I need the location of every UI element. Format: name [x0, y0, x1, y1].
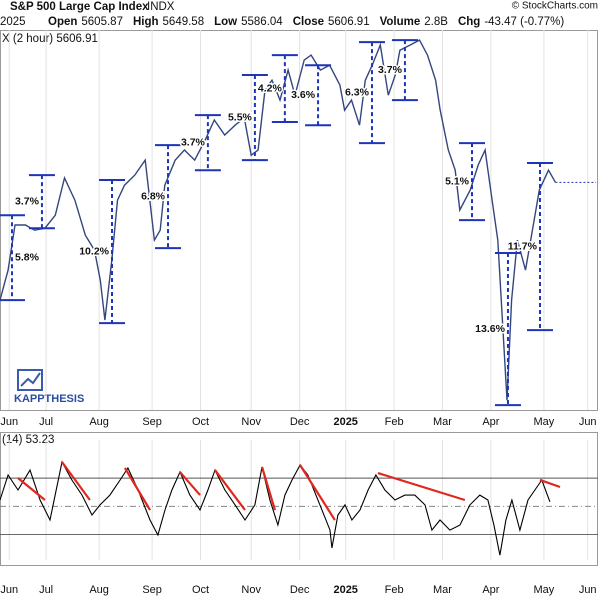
trendline: [539, 478, 561, 489]
stat-value: -43.47 (-0.77%): [484, 16, 564, 28]
rsi-title: (14) 53.23: [2, 434, 54, 446]
x-tick-label: Mar: [433, 584, 452, 596]
x-tick-label: Feb: [385, 584, 404, 596]
x-tick-label: Jul: [39, 416, 53, 428]
series-line: [0, 39, 557, 401]
stat-value: 5586.04: [241, 16, 283, 28]
date: 2025: [0, 16, 26, 28]
stat-value: 5649.58: [163, 16, 205, 28]
x-tick-label: Apr: [482, 416, 499, 428]
stat-value: 5606.91: [328, 16, 370, 28]
price-frame: [0, 30, 598, 411]
range-label: 3.7%: [15, 195, 40, 207]
x-tick-label: Apr: [482, 584, 499, 596]
range-label: 10.2%: [79, 245, 109, 257]
trendline: [61, 461, 91, 501]
series-line: [0, 460, 551, 556]
x-tick-label: Jun: [0, 416, 18, 428]
legend: X (2 hour) 5606.91: [2, 33, 98, 45]
x-tick-label: May: [534, 416, 555, 428]
range-label: 5.8%: [15, 251, 40, 263]
watermark: KAPPTHESIS: [14, 393, 84, 405]
stat-label: Volume: [380, 16, 421, 28]
trendline: [260, 466, 277, 511]
range-label: 11.7%: [508, 240, 538, 252]
x-tick-label: May: [534, 584, 555, 596]
x-tick-label: Jul: [39, 584, 53, 596]
x-tick-label: Oct: [192, 584, 209, 596]
x-tick-label: Sep: [142, 416, 162, 428]
symbol: INDX: [147, 1, 175, 13]
logo-icon: [17, 369, 43, 391]
stat-value: 2.8B: [424, 16, 448, 28]
trendline: [377, 471, 466, 502]
logo: [17, 369, 43, 391]
trendline: [179, 471, 201, 496]
range-label: 6.3%: [345, 86, 370, 98]
logo-icon: [20, 372, 41, 387]
range-label: 3.7%: [378, 64, 403, 76]
x-tick-label: Jun: [579, 416, 597, 428]
range-label: 6.8%: [141, 190, 166, 202]
x-tick-label: Aug: [89, 416, 109, 428]
x-tick-label: Sep: [142, 584, 162, 596]
x-tick-label: Jun: [0, 584, 18, 596]
stat-label: Open: [48, 16, 77, 28]
stats: Open 5605.87 High 5649.58 Low 5586.04 Close 560…: [48, 16, 564, 28]
range-label: 4.2%: [258, 82, 283, 94]
x-tick-label: Mar: [433, 416, 452, 428]
stat-label: High: [133, 16, 159, 28]
stat-label: Low: [214, 16, 237, 28]
trendline: [123, 467, 151, 511]
x-tick-label: 2025: [333, 416, 357, 428]
chart-title: S&P 500 Large Cap Index: [10, 1, 149, 13]
range-label: 13.6%: [475, 323, 505, 335]
stat-value: 5605.87: [81, 16, 123, 28]
range-label: 3.7%: [181, 136, 206, 148]
trendline: [17, 477, 46, 501]
x-tick-label: Feb: [385, 416, 404, 428]
trendline: [214, 469, 246, 511]
x-tick-label: Dec: [290, 416, 310, 428]
range-label: 3.6%: [291, 89, 316, 101]
range-label: 5.1%: [445, 175, 470, 187]
x-tick-label: 2025: [333, 584, 357, 596]
x-tick-label: Oct: [192, 416, 209, 428]
x-tick-label: Nov: [241, 584, 261, 596]
stat-label: Close: [293, 16, 324, 28]
x-tick-label: Nov: [241, 416, 261, 428]
x-tick-label: Aug: [89, 584, 109, 596]
x-tick-label: Dec: [290, 584, 310, 596]
x-tick-label: Jun: [579, 584, 597, 596]
credit: © StockCharts.com: [512, 1, 598, 12]
range-label: 5.5%: [228, 111, 253, 123]
stat-label: Chg: [458, 16, 480, 28]
trendline: [299, 464, 336, 521]
